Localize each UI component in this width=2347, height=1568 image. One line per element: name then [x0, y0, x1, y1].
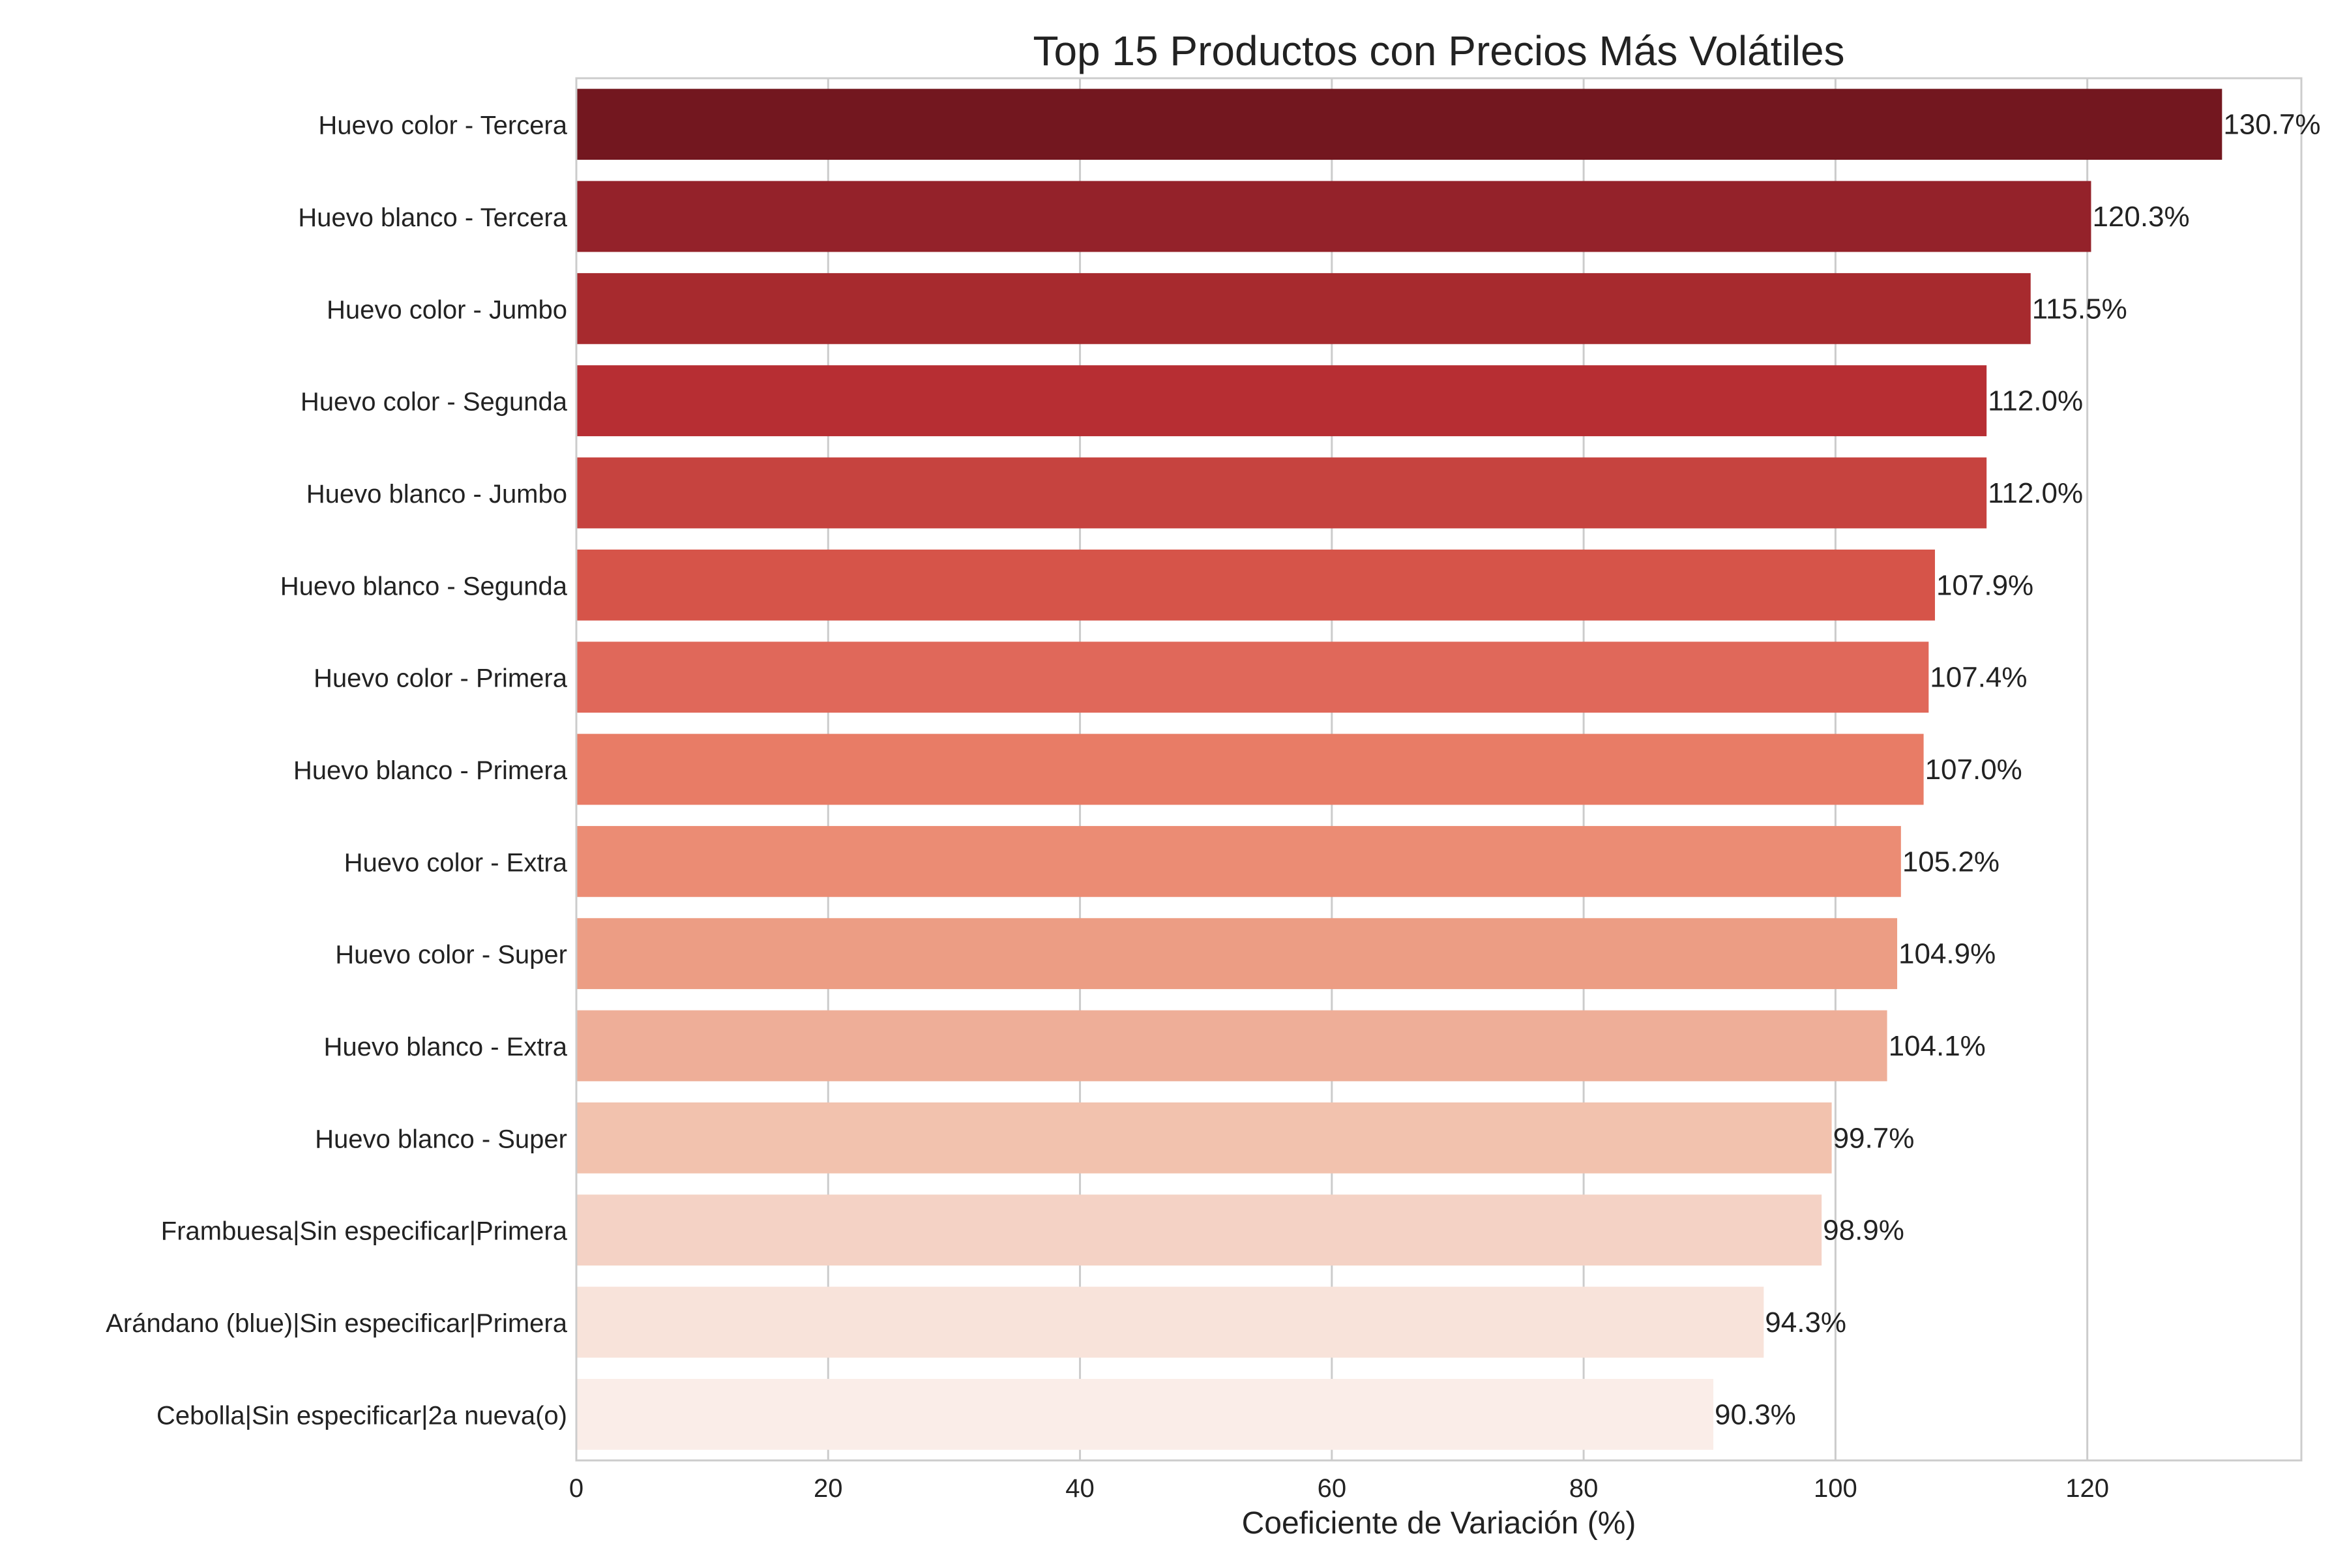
data-label: 99.7%: [1833, 1122, 1915, 1154]
x-tick-label: 80: [1569, 1474, 1599, 1503]
data-label: 107.4%: [1930, 662, 2027, 694]
data-label: 107.9%: [1936, 569, 2033, 601]
y-tick-label: Huevo blanco - Tercera: [298, 203, 568, 232]
bar: [576, 365, 1987, 437]
y-tick-label: Arándano (blue)|Sin especificar|Primera: [106, 1309, 568, 1338]
bar: [576, 457, 1987, 529]
bar: [576, 549, 1935, 621]
x-axis-label: Coeficiente de Variación (%): [1242, 1506, 1636, 1541]
bar: [576, 1378, 1714, 1450]
y-tick-label: Huevo blanco - Primera: [293, 756, 568, 785]
data-label: 94.3%: [1765, 1307, 1846, 1339]
bar: [576, 181, 2091, 252]
bar: [576, 918, 1898, 990]
data-label: 115.5%: [2032, 293, 2127, 325]
y-tick-label: Huevo color - Segunda: [301, 388, 568, 417]
y-tick-label: Huevo blanco - Extra: [323, 1033, 567, 1061]
bar: [576, 1102, 1832, 1174]
data-label: 112.0%: [1988, 477, 2083, 509]
bars: [576, 89, 2222, 1450]
data-label: 104.9%: [1898, 938, 1996, 970]
y-tick-label: Cebolla|Sin especificar|2a nueva(o): [156, 1401, 567, 1430]
y-tick-label: Huevo color - Jumbo: [327, 295, 567, 324]
x-tick-label: 100: [1814, 1474, 1857, 1503]
data-label: 90.3%: [1715, 1398, 1796, 1430]
y-tick-label: Frambuesa|Sin especificar|Primera: [161, 1217, 568, 1246]
bar: [576, 1286, 1764, 1358]
data-label: 107.0%: [1925, 754, 2022, 786]
bar: [576, 642, 1929, 713]
bar: [576, 1010, 1887, 1082]
x-tick-label: 0: [569, 1474, 583, 1503]
bar: [576, 825, 1901, 897]
y-tick-label: Huevo color - Extra: [344, 848, 568, 877]
x-tick-label: 40: [1065, 1474, 1095, 1503]
bar: [576, 1194, 1822, 1266]
labels: 0 20 40 60 80 100 120 Huevo color - Tercera 130.…: [106, 109, 2320, 1503]
data-label: 98.9%: [1823, 1215, 1904, 1247]
chart-title: Top 15 Productos con Precios Más Volátil…: [1033, 27, 1844, 74]
y-tick-label: Huevo color - Primera: [314, 664, 568, 693]
y-tick-label: Huevo blanco - Segunda: [280, 572, 568, 600]
x-tick-label: 60: [1318, 1474, 1347, 1503]
data-label: 104.1%: [1889, 1030, 1986, 1062]
y-tick-label: Huevo color - Tercera: [318, 111, 567, 140]
y-tick-label: Huevo blanco - Jumbo: [306, 480, 567, 509]
bar: [576, 89, 2222, 160]
bar: [576, 273, 2031, 344]
data-label: 120.3%: [2092, 201, 2189, 233]
data-label: 112.0%: [1988, 385, 2083, 417]
data-label: 105.2%: [1902, 846, 2000, 878]
y-tick-label: Huevo color - Super: [335, 941, 567, 969]
y-tick-label: Huevo blanco - Super: [315, 1125, 567, 1153]
x-tick-label: 20: [814, 1474, 843, 1503]
x-tick-label: 120: [2065, 1474, 2109, 1503]
bar: [576, 733, 1924, 805]
data-label: 130.7%: [2223, 109, 2320, 141]
plot-frame: [575, 77, 2303, 1462]
